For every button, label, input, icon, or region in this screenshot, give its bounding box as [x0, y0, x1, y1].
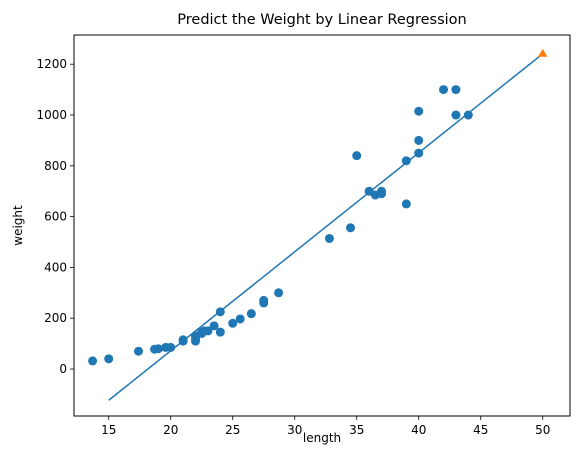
data-point [324, 233, 334, 243]
data-point [352, 151, 362, 161]
data-point [133, 346, 143, 356]
data-point [377, 186, 387, 196]
y-tick-label: 600 [44, 210, 67, 224]
plot-layer [88, 48, 548, 401]
data-point [274, 288, 284, 298]
x-tick-label: 25 [225, 423, 240, 437]
data-point [153, 344, 163, 354]
x-tick-label: 15 [101, 423, 116, 437]
data-point [203, 326, 213, 336]
data-point [401, 199, 411, 209]
data-point [463, 110, 473, 120]
data-point [259, 295, 269, 305]
x-tick-label: 20 [163, 423, 178, 437]
data-point [451, 110, 461, 120]
y-tick-label: 200 [44, 311, 67, 325]
data-point [451, 85, 461, 95]
data-point [401, 156, 411, 166]
x-tick-label: 30 [287, 423, 302, 437]
data-point [215, 327, 225, 337]
y-tick-label: 400 [44, 260, 67, 274]
x-tick-label: 40 [411, 423, 426, 437]
data-point [246, 309, 256, 319]
chart-title: Predict the Weight by Linear Regression [177, 12, 466, 28]
prediction-point [537, 48, 548, 57]
data-point [235, 314, 245, 324]
plot-frame [73, 34, 571, 417]
data-point [104, 354, 114, 364]
ticks-layer: 15 20 25 30 35 40 45 50 0 200 400 600 800 1000 1200 [36, 57, 550, 437]
regression-line [108, 53, 544, 401]
x-axis-label: length [303, 431, 341, 445]
x-tick-label: 35 [349, 423, 364, 437]
data-point [346, 223, 356, 233]
data-point [414, 106, 424, 116]
y-tick-label: 800 [44, 159, 67, 173]
data-point [228, 318, 238, 328]
y-tick-label: 0 [59, 362, 67, 376]
data-point [439, 85, 449, 95]
x-tick-label: 45 [473, 423, 488, 437]
data-point [209, 321, 219, 331]
y-axis-label: weight [11, 205, 25, 246]
data-point [414, 135, 424, 145]
x-tick-label: 50 [535, 423, 550, 437]
y-tick-label: 1200 [36, 57, 67, 71]
y-tick-label: 1000 [36, 108, 67, 122]
data-point [88, 356, 98, 366]
